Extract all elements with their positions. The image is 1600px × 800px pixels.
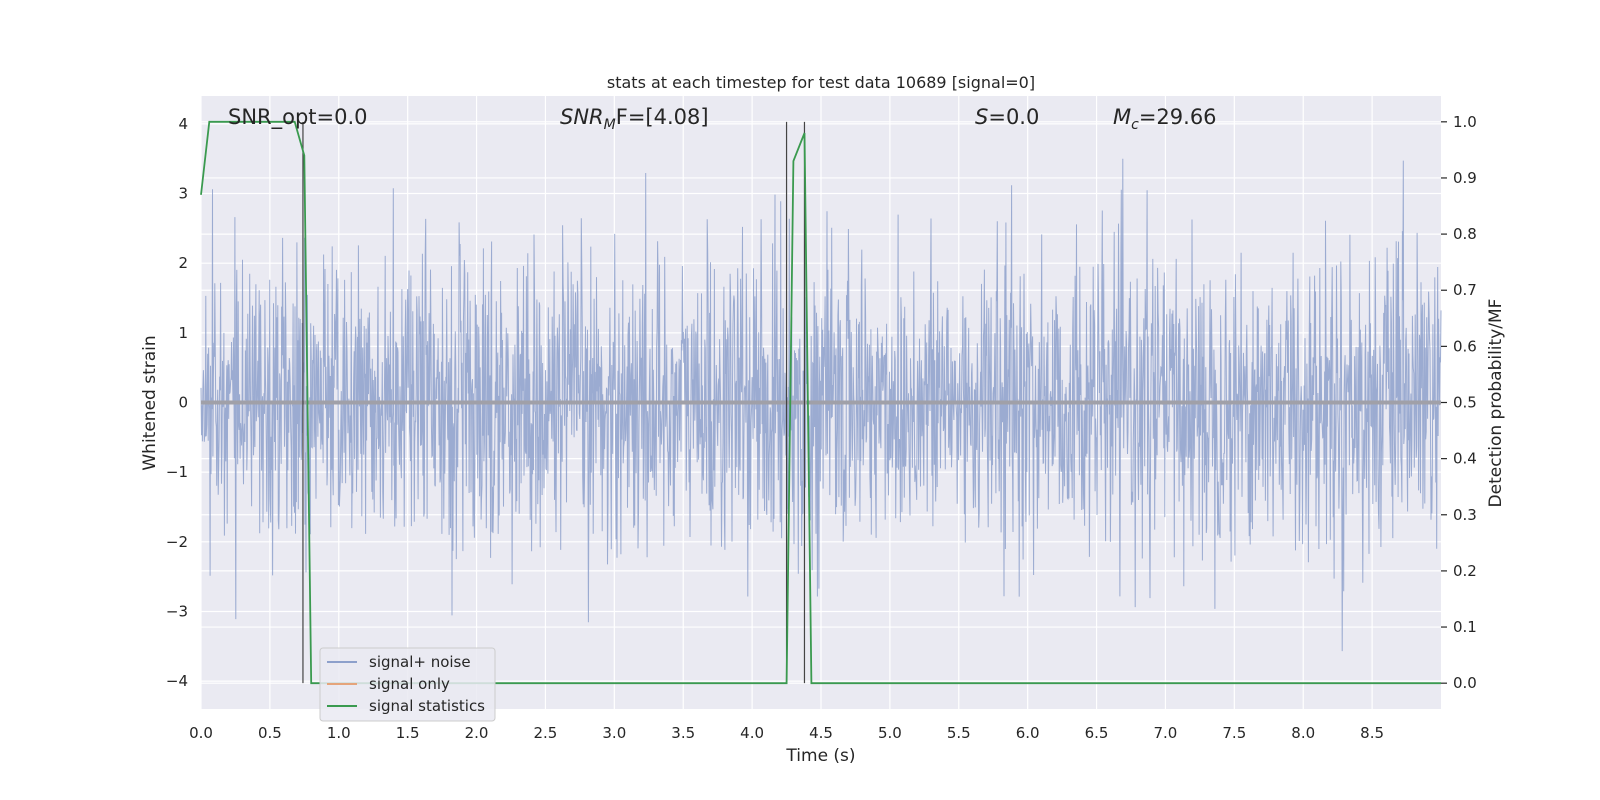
y-right-tick-label: 0.9 — [1453, 169, 1477, 187]
mc-symbol: M — [1113, 105, 1131, 129]
annotation-mc: Mc=29.66 — [1113, 105, 1217, 133]
y-left-tick-label: 0 — [178, 394, 188, 412]
y-right-tick-label: 0.1 — [1453, 618, 1477, 636]
x-tick-label: 6.0 — [1016, 724, 1040, 742]
x-tick-label: 1.5 — [396, 724, 420, 742]
y-left-tick-label: −3 — [166, 602, 188, 620]
series-signal-statistics — [200, 120, 1441, 685]
y-right-tick-label: 0.8 — [1453, 225, 1477, 243]
line-signal-plus-noise — [200, 158, 1442, 652]
snr-mf-symbol: SNR — [560, 105, 604, 129]
vertical-markers — [302, 121, 806, 684]
y-left-tick-label: 1 — [178, 324, 188, 342]
x-tick-label: 7.5 — [1222, 724, 1246, 742]
x-axis-ticks: 0.0 0.5 1.0 1.5 2.0 2.5 3.0 3.5 4.0 4.5 5.0 5.5 6.0 6… — [189, 724, 1384, 742]
y-left-tick-label: −2 — [166, 533, 188, 551]
x-tick-label: 6.5 — [1085, 724, 1109, 742]
legend: signal+ noise signal only signal statist… — [319, 647, 496, 722]
y-right-tick-label: 0.5 — [1453, 394, 1477, 412]
x-tick-label: 4.5 — [809, 724, 833, 742]
y-right-tick-label: 1.0 — [1453, 113, 1477, 131]
y-axis-left-ticks: 4 3 2 1 0 −1 −2 −3 −4 — [166, 115, 188, 690]
y-left-tick-label: −4 — [166, 672, 188, 690]
y-left-tick-label: 4 — [178, 115, 188, 133]
y-axis-left-label: Whitened strain — [140, 335, 160, 470]
legend-label-signal-plus-noise: signal+ noise — [369, 653, 471, 671]
x-tick-label: 5.0 — [878, 724, 902, 742]
x-tick-label: 2.5 — [534, 724, 558, 742]
s-value: =0.0 — [988, 105, 1039, 129]
y-right-tick-label: 0.7 — [1453, 281, 1477, 299]
line-signal-statistics — [200, 120, 1441, 685]
x-tick-label: 4.0 — [740, 724, 764, 742]
snr-mf-subscript: M — [604, 117, 616, 133]
series-signal-plus-noise — [200, 158, 1442, 652]
y-left-tick-label: 3 — [178, 185, 188, 203]
x-tick-label: 5.5 — [947, 724, 971, 742]
x-tick-label: 8.5 — [1360, 724, 1384, 742]
y-axis-right-label: Detection probability/MF — [1486, 299, 1506, 508]
y-right-tick-label: 0.4 — [1453, 450, 1477, 468]
x-tick-label: 2.0 — [465, 724, 489, 742]
y-left-tick-label: 2 — [178, 254, 188, 272]
x-tick-label: 1.0 — [327, 724, 351, 742]
x-tick-label: 7.0 — [1154, 724, 1178, 742]
y-axis-right-ticks: 1.0 0.9 0.8 0.7 0.6 0.5 0.4 0.3 0.2 0.1 0.0 — [1441, 113, 1477, 692]
legend-box — [319, 647, 496, 722]
legend-label-signal-only: signal only — [369, 675, 450, 693]
x-axis-label: Time (s) — [785, 746, 855, 766]
y-right-tick-label: 0.3 — [1453, 506, 1477, 524]
annotation-s: S=0.0 — [975, 105, 1039, 129]
x-tick-label: 3.5 — [671, 724, 695, 742]
y-left-tick-label: −1 — [166, 463, 188, 481]
mc-value: =29.66 — [1139, 105, 1217, 129]
x-tick-label: 8.0 — [1291, 724, 1315, 742]
s-symbol: S — [975, 105, 988, 129]
annotation-snr-mf: SNRMF=[4.08] — [560, 105, 709, 133]
mc-subscript: c — [1131, 117, 1139, 133]
x-tick-label: 3.0 — [602, 724, 626, 742]
y-right-tick-label: 0.2 — [1453, 562, 1477, 580]
legend-label-signal-statistics: signal statistics — [369, 697, 485, 715]
annotation-snr-opt: SNR_opt=0.0 — [228, 105, 368, 130]
chart-title: stats at each timestep for test data 106… — [607, 73, 1035, 92]
y-right-tick-label: 0.0 — [1453, 674, 1477, 692]
snr-mf-value: F=[4.08] — [616, 105, 709, 129]
x-tick-label: 0.0 — [189, 724, 213, 742]
y-right-tick-label: 0.6 — [1453, 337, 1477, 355]
x-tick-label: 0.5 — [258, 724, 282, 742]
